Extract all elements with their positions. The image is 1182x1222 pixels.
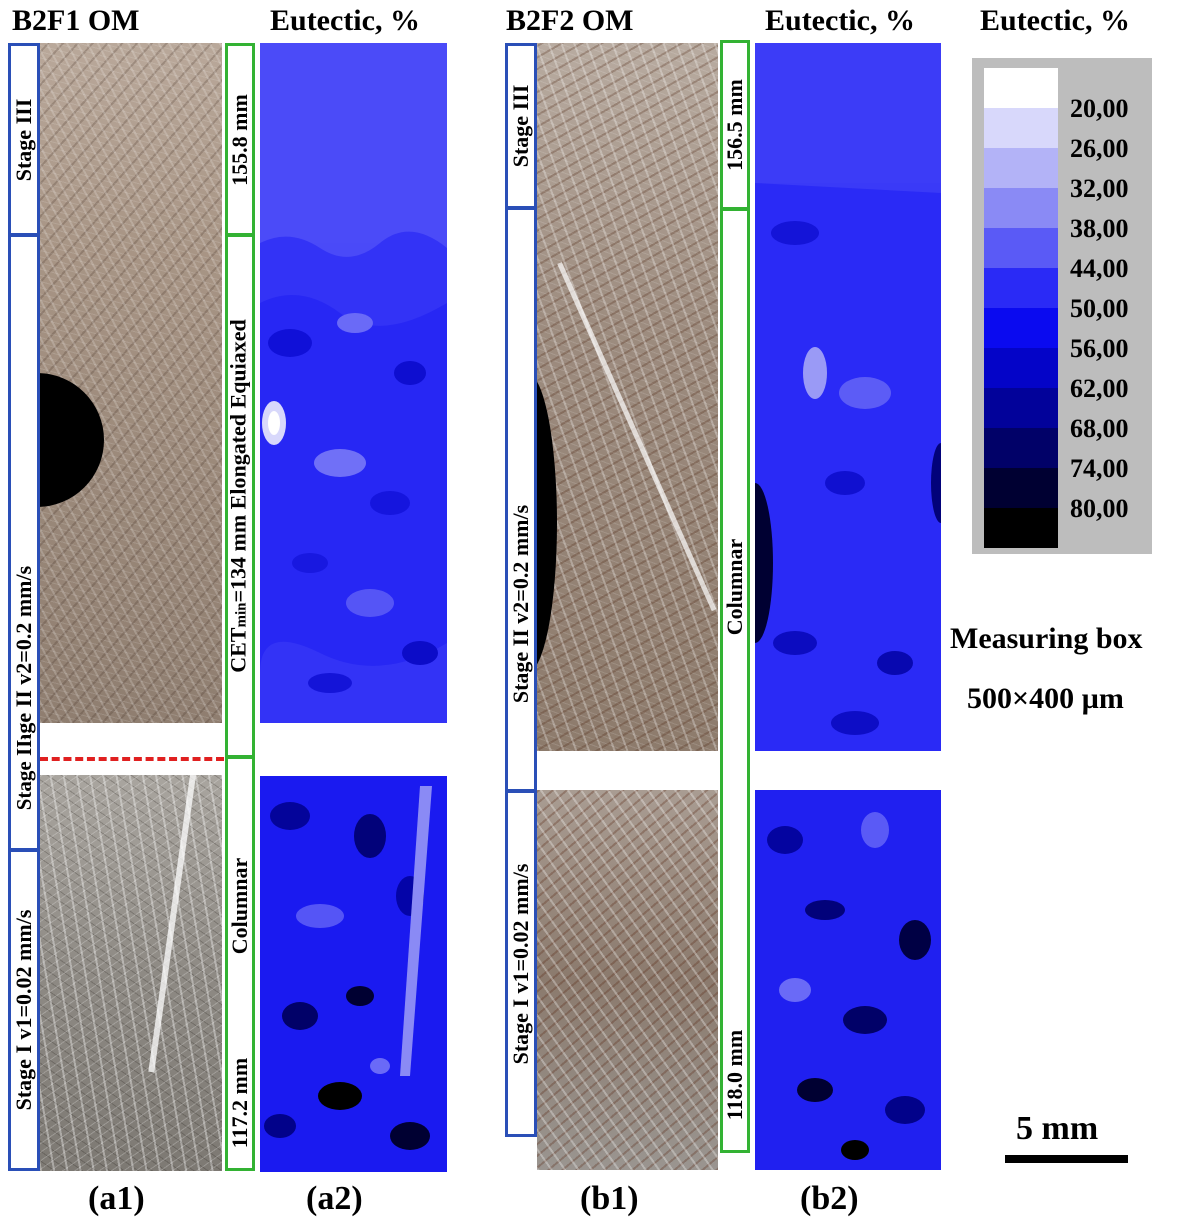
eutectic-map-a2-lower [260,776,447,1172]
legend-swatch-9 [984,428,1058,468]
shrinkage-cavity-b [537,373,557,673]
legend-swatch-2 [984,148,1058,188]
micrograph-a1-upper [40,43,222,723]
cet-line-a [40,757,224,761]
header-eutectic-legend: Eutectic, % [980,4,1130,37]
legend-level-20: 20,00 [1070,94,1129,123]
legend-swatch-3 [984,188,1058,228]
legend-level-80: 80,00 [1070,494,1129,523]
stage1-label-a: Stage I v1=0.02 mm/s [11,909,36,1111]
eutectic-legend: 20,00 26,00 32,00 38,00 44,00 50,00 56,0… [972,58,1152,554]
legend-swatch-0 [984,68,1058,108]
columnar-label-b: Columnar [722,538,747,635]
eutectic-map-a2-lower-svg [264,786,432,1150]
legend-swatch-4 [984,228,1058,268]
panel-label-b2: (b2) [800,1180,859,1217]
shrinkage-cavity-a [40,373,104,507]
eutectic-map-b2-svg [755,43,941,751]
legend-level-32: 32,00 [1070,174,1129,203]
stage3-label-a: Stage III [11,98,36,181]
columnar-label-a: Columnar [227,857,252,955]
stage2b-region-a: Stage II [8,700,40,850]
legend-level-68: 68,00 [1070,414,1129,443]
scale-bar [1005,1155,1128,1163]
eutectic-map-b2-lower-svg [767,812,931,1160]
eutectic-map-a2-upper [260,43,447,723]
dendrite-streak-a [148,775,196,1073]
stage2-label-b: Stage II v2=0.2 mm/s [508,504,533,703]
eutectic-map-a2-svg [260,43,447,723]
stage3-box-b: Stage III [505,43,537,209]
micrograph-b1-lower [537,790,718,1170]
eutectic-map-b2-upper [755,43,941,751]
panel-label-a1: (a1) [88,1180,145,1217]
panel-label-b1: (b1) [580,1180,639,1217]
legend-swatch-1 [984,108,1058,148]
stage2-box-b: Stage II v2=0.2 mm/s [505,207,537,792]
legend-level-62: 62,00 [1070,374,1129,403]
legend-level-74: 74,00 [1070,454,1129,483]
legend-swatch-11 [984,508,1058,548]
micrograph-b1-upper [537,43,718,751]
legend-level-38: 38,00 [1070,214,1129,243]
micrograph-a1-lower [40,775,222,1171]
length-bottom-b: 118.0 mm [722,1029,747,1121]
measuring-box-size: 500×400 µm [967,682,1124,715]
header-eutectic-b2: Eutectic, % [765,4,915,37]
stage3-label-b: Stage III [508,84,533,168]
length-top-b: 156.5 mm [722,79,747,171]
scale-bar-label: 5 mm [1016,1110,1099,1147]
legend-level-50: 50,00 [1070,294,1129,323]
length-bottom-a: 117.2 mm [227,1057,252,1148]
legend-swatch-10 [984,468,1058,508]
stage2b-label-a: Stage II [12,739,36,811]
eutectic-map-b2-lower [755,790,941,1170]
length-top-a: 155.8 mm [227,93,252,186]
legend-level-56: 56,00 [1070,334,1129,363]
legend-level-26: 26,00 [1070,134,1129,163]
columnar-box-b: Columnar 118.0 mm [720,208,750,1153]
legend-swatch-7 [984,348,1058,388]
legend-swatch-5 [984,268,1058,308]
columnar-box-a: Columnar 117.2 mm [225,756,255,1171]
legend-level-44: 44,00 [1070,254,1129,283]
stage3-box-a: Stage III [8,43,40,236]
length-top-box-b: 156.5 mm [720,40,750,210]
stage1-box-a: Stage I v1=0.02 mm/s [8,849,40,1171]
header-eutectic-a2: Eutectic, % [270,4,420,37]
stage1-box-b: Stage I v1=0.02 mm/s [505,790,537,1137]
legend-swatch-6 [984,308,1058,348]
panel-label-a2: (a2) [306,1180,363,1217]
length-top-box-a: 155.8 mm [225,43,255,236]
dendrite-streak-b [557,261,717,612]
measuring-box-title: Measuring box [950,622,1143,655]
header-b2f2-om: B2F2 OM [506,4,634,37]
legend-swatch-8 [984,388,1058,428]
stage1-label-b: Stage I v1=0.02 mm/s [508,863,533,1064]
cet-label-a: CETmin=134 mm Elongated Equiaxed [225,319,251,673]
header-b2f1-om: B2F1 OM [12,4,140,37]
equiaxed-box-a: CETmin=134 mm Elongated Equiaxed [225,234,255,758]
